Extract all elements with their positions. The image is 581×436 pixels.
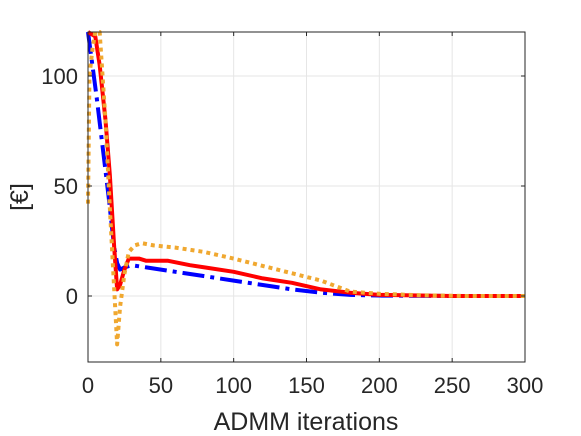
x-tick-label: 50	[149, 373, 173, 398]
y-tick-labels: 0 50 100	[41, 64, 78, 309]
y-tick-label: 50	[54, 174, 78, 199]
x-tick-label: 300	[507, 373, 544, 398]
x-tick-label: 200	[361, 373, 398, 398]
x-tick-label: 100	[215, 373, 252, 398]
tick-marks	[87, 32, 526, 362]
x-tick-labels: 0 50 100 150 200 250 300	[82, 373, 543, 398]
x-tick-label: 150	[288, 373, 325, 398]
y-tick-label: 100	[41, 64, 78, 89]
y-tick-label: 0	[66, 284, 78, 309]
series-line-blue	[86, 31, 525, 298]
y-axis-label: [€]	[6, 183, 34, 211]
series-line-red	[86, 30, 525, 298]
x-axis-label: ADMM iterations	[214, 408, 399, 436]
x-tick-label: 250	[434, 373, 471, 398]
x-tick-label: 0	[82, 373, 94, 398]
